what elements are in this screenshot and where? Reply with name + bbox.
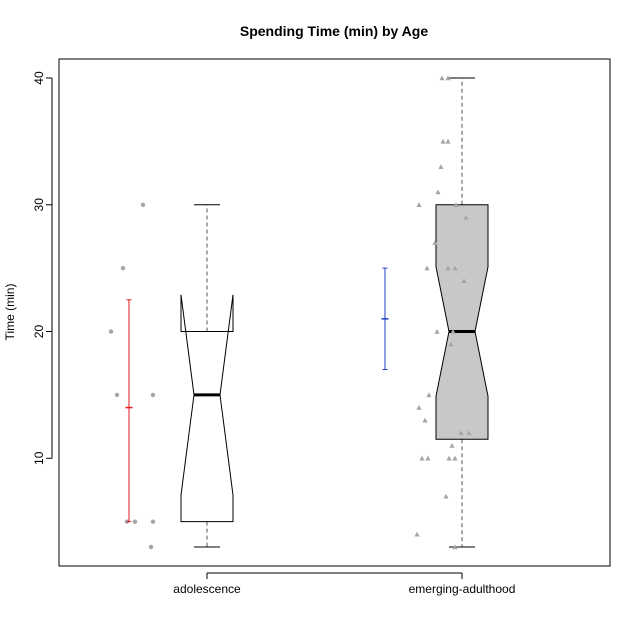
data-point	[466, 430, 472, 436]
data-point	[445, 265, 451, 271]
data-point	[463, 214, 469, 220]
data-point	[150, 519, 156, 524]
data-point	[450, 328, 456, 334]
data-point	[132, 519, 138, 524]
data-point	[443, 493, 449, 499]
data-point	[452, 544, 458, 550]
data-point	[424, 265, 430, 271]
box-group-adolescence	[108, 202, 234, 550]
data-point	[422, 417, 428, 423]
y-axis: 10 20 30 40	[32, 71, 53, 465]
x-tick-label: emerging-adulthood	[409, 582, 516, 596]
data-point	[461, 278, 467, 284]
data-point	[414, 531, 420, 537]
data-point	[435, 189, 441, 195]
data-point	[148, 544, 154, 550]
data-point	[140, 202, 146, 207]
data-point	[449, 442, 455, 448]
x-tick-label: adolescence	[173, 582, 241, 596]
data-point	[114, 392, 120, 398]
data-point	[446, 455, 452, 461]
data-point	[453, 202, 459, 207]
box-group-emerging-adulthood	[381, 75, 489, 550]
data-point	[458, 430, 464, 436]
chart-title: Spending Time (min) by Age	[240, 23, 428, 39]
data-point	[432, 240, 438, 245]
data-point	[419, 455, 425, 461]
y-tick-label: 30	[32, 198, 46, 212]
data-point	[108, 329, 114, 334]
data-point	[434, 328, 440, 334]
notched-box	[180, 294, 234, 523]
y-tick-label: 10	[32, 451, 46, 465]
notched-box	[435, 204, 489, 440]
data-point	[440, 138, 446, 144]
y-axis-label: Time (min)	[3, 284, 17, 341]
plot-frame	[58, 58, 611, 567]
data-point	[120, 265, 126, 271]
data-point	[425, 455, 431, 461]
data-point	[150, 392, 156, 398]
data-point	[439, 75, 445, 81]
data-point	[452, 455, 458, 461]
data-point	[416, 404, 422, 410]
data-point	[416, 202, 422, 207]
y-tick-label: 20	[32, 325, 46, 339]
data-point	[426, 392, 432, 398]
data-point	[452, 265, 458, 271]
data-point	[448, 341, 454, 347]
data-point	[445, 138, 451, 144]
boxes-layer	[108, 75, 489, 550]
y-tick-label: 40	[32, 71, 46, 85]
data-point	[438, 164, 444, 169]
x-axis: adolescence emerging-adulthood	[173, 572, 516, 596]
data-point	[445, 75, 451, 81]
